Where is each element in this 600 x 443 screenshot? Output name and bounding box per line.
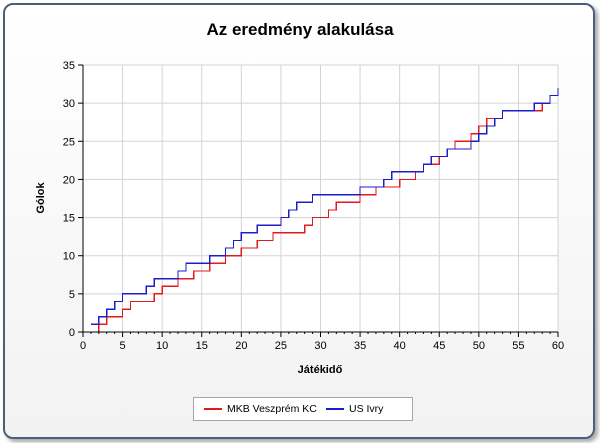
legend-item-ivry: US Ivry — [326, 402, 383, 416]
legend-label-veszprem: MKB Veszprém KC — [227, 403, 317, 415]
y-tick-label: 25 — [63, 136, 75, 148]
x-tick-label: 15 — [196, 340, 208, 352]
x-tick-label: 55 — [512, 340, 524, 352]
legend-swatch-ivry — [326, 408, 344, 410]
x-tick-label: 35 — [354, 340, 366, 352]
y-tick-label: 0 — [69, 327, 75, 339]
x-axis-label: Játékidő — [298, 364, 343, 376]
x-tick-label: 45 — [433, 340, 445, 352]
legend-label-ivry: US Ivry — [349, 403, 384, 415]
x-tick-label: 25 — [275, 340, 287, 352]
x-tick-label: 30 — [314, 340, 326, 352]
x-tick-label: 40 — [394, 340, 406, 352]
chart-title: Az eredmény alakulása — [206, 20, 394, 39]
y-tick-label: 30 — [63, 98, 75, 110]
x-tick-label: 10 — [156, 340, 168, 352]
y-tick-label: 35 — [63, 60, 75, 72]
legend-swatch-veszprem — [204, 408, 222, 410]
y-tick-label: 15 — [63, 213, 75, 225]
y-tick-label: 20 — [63, 174, 75, 186]
y-tick-label: 10 — [63, 251, 75, 263]
series-line-1 — [90, 87, 559, 326]
x-tick-label: 20 — [235, 340, 247, 352]
x-tick-label: 50 — [473, 340, 485, 352]
legend-item-veszprem: MKB Veszprém KC — [204, 402, 317, 416]
x-tick-label: 0 — [80, 340, 86, 352]
y-tick-label: 5 — [69, 289, 75, 301]
y-axis-label: Gólok — [35, 182, 47, 214]
x-tick-label: 60 — [552, 340, 564, 352]
legend: MKB Veszprém KC US Ivry — [193, 397, 413, 421]
x-tick-label: 5 — [120, 340, 126, 352]
series-line-0 — [98, 94, 558, 332]
